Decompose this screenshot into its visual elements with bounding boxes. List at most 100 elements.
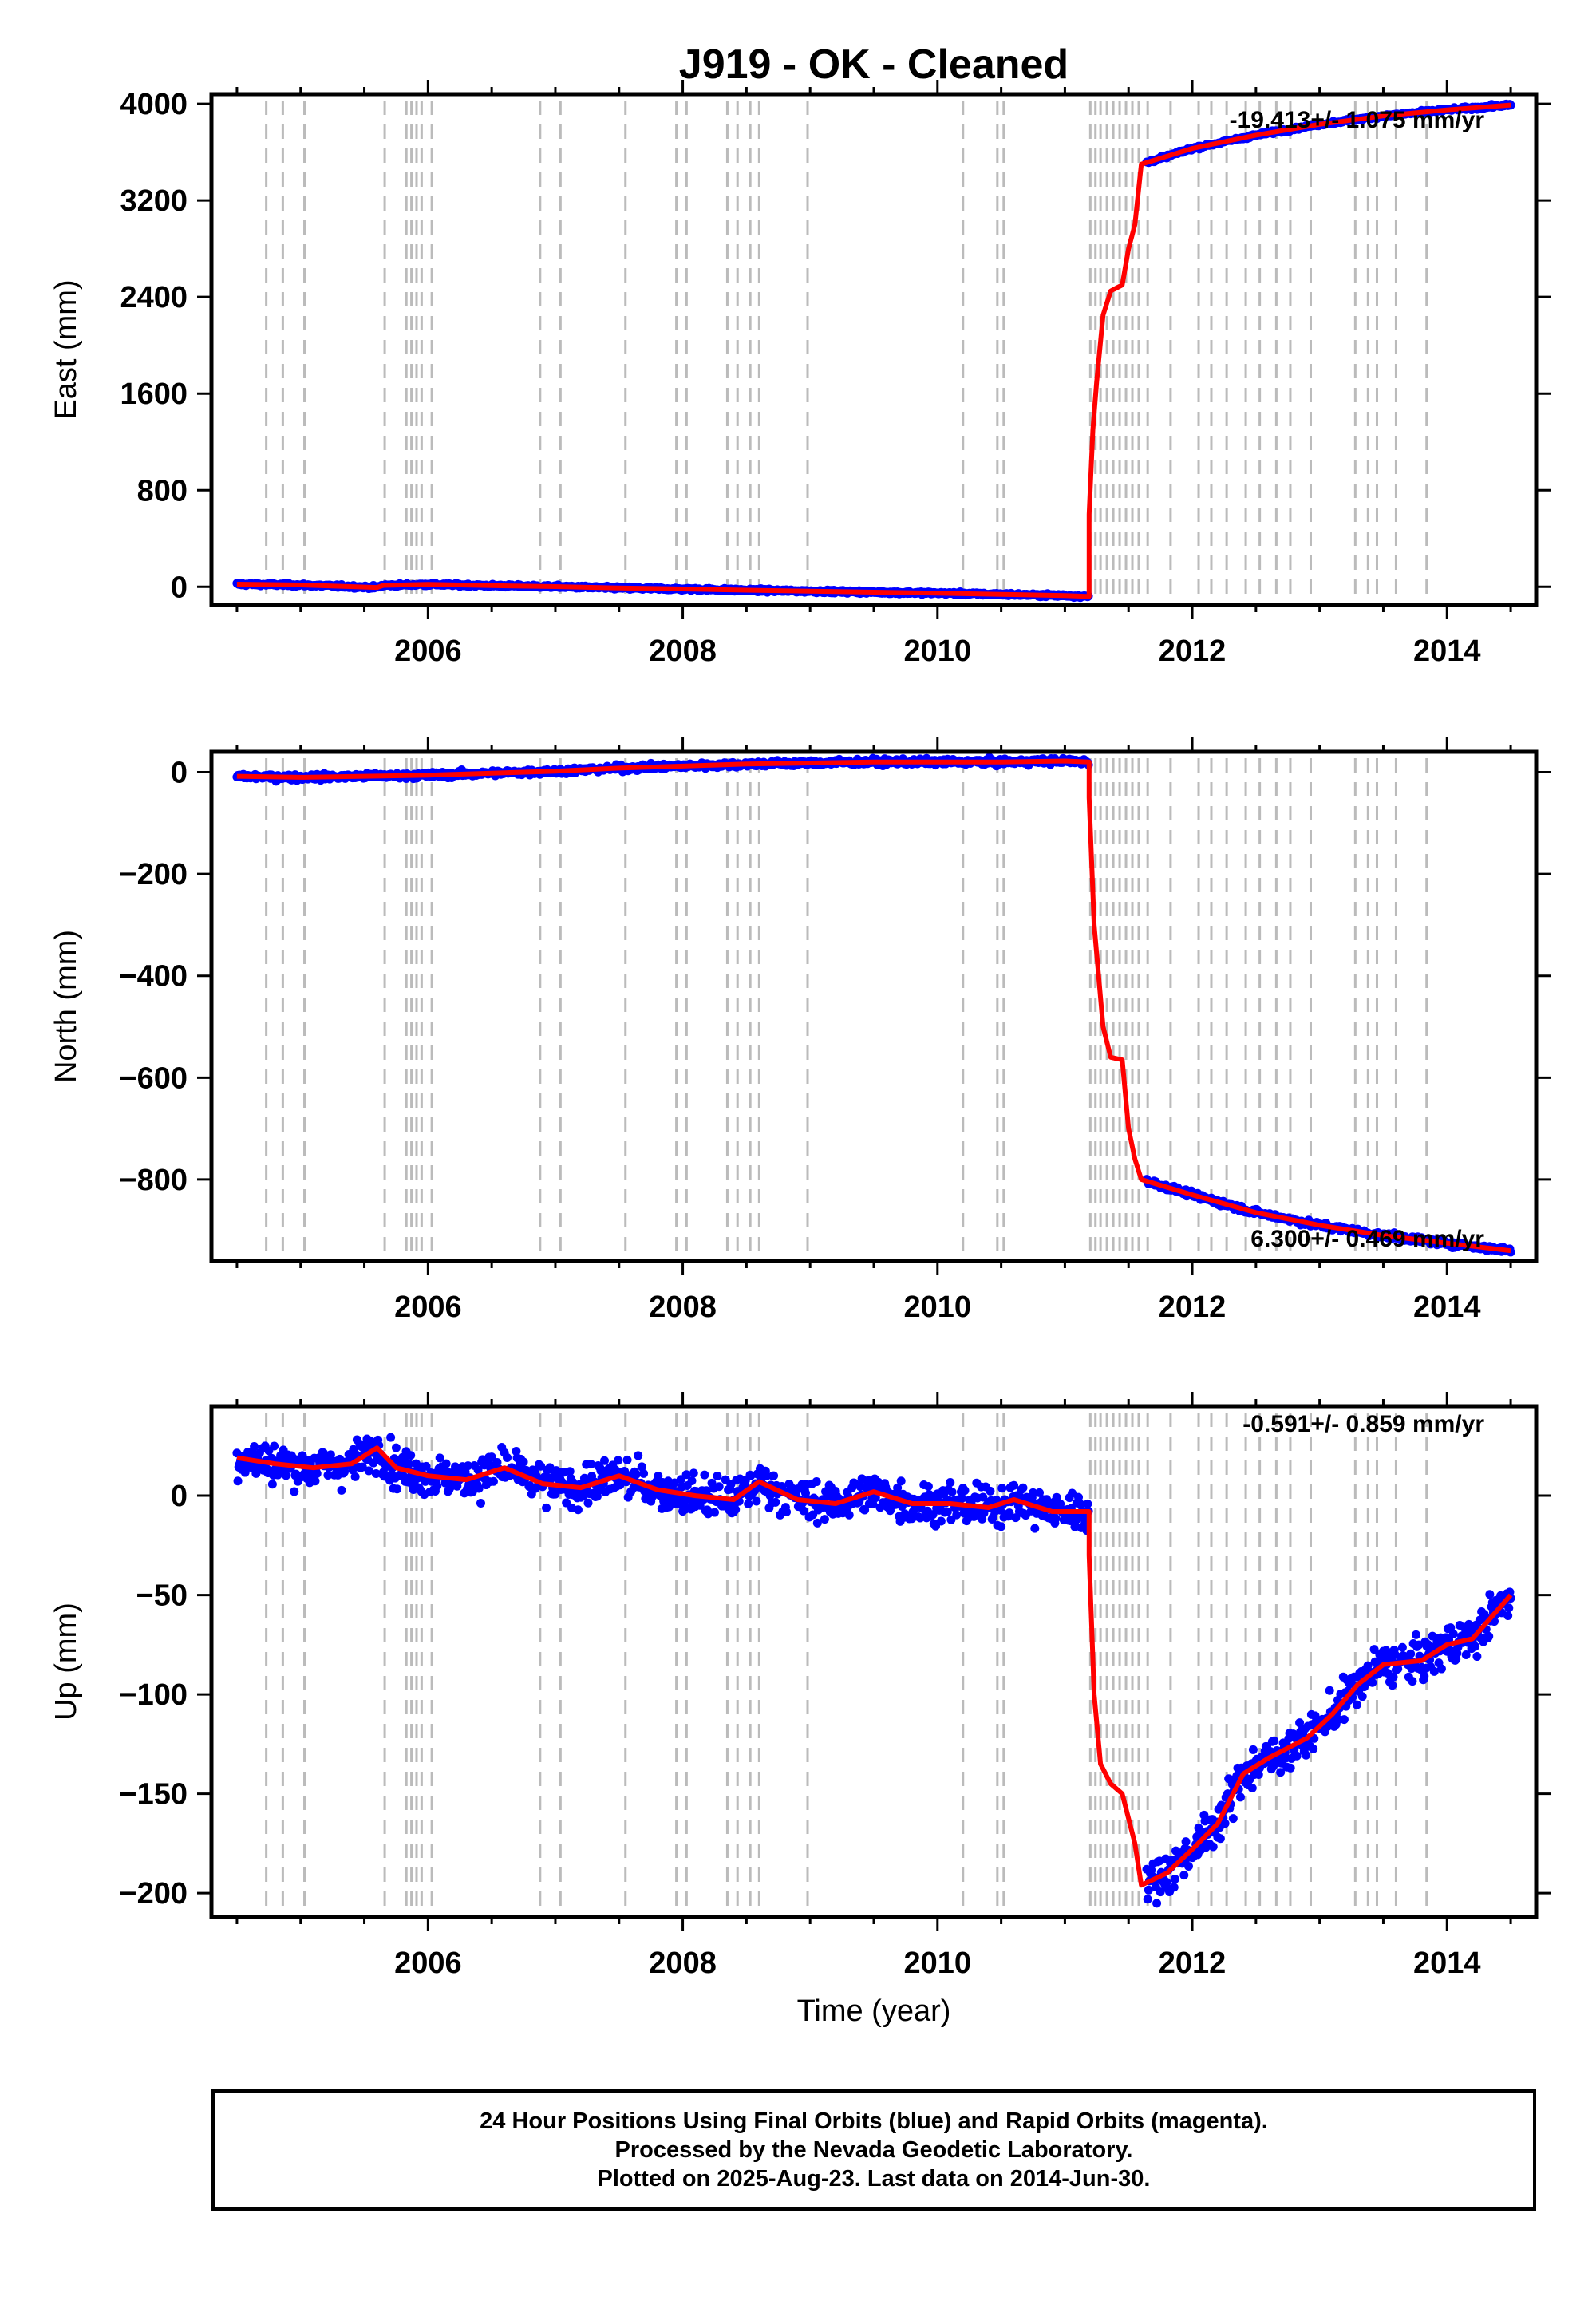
- data-point: [896, 1476, 906, 1486]
- data-point: [1485, 1590, 1495, 1599]
- data-point: [1181, 1837, 1191, 1847]
- x-tick-label: 2012: [1159, 1946, 1227, 1980]
- data-point: [573, 1505, 583, 1515]
- data-points: [232, 1433, 1515, 1908]
- data-point: [386, 1433, 396, 1442]
- data-point: [1051, 1514, 1061, 1524]
- data-point: [1018, 1483, 1028, 1492]
- data-point: [744, 1499, 753, 1508]
- chart-title: J919 - OK - Cleaned: [679, 41, 1069, 88]
- x-tick-label: 2006: [394, 1290, 462, 1324]
- data-point: [1309, 1744, 1318, 1753]
- data-point: [769, 1471, 779, 1480]
- data-point: [1471, 1642, 1480, 1651]
- data-point: [433, 1481, 442, 1491]
- data-point: [713, 1471, 722, 1480]
- data-point: [337, 1485, 346, 1495]
- data-point: [310, 1476, 320, 1486]
- data-point: [714, 1482, 724, 1492]
- rate-annotation: -19.413+/- 1.075 mm/yr: [1230, 107, 1485, 133]
- data-point: [503, 1452, 512, 1462]
- data-point: [947, 1488, 957, 1497]
- data-point: [488, 1476, 498, 1486]
- data-point: [1408, 1677, 1417, 1686]
- data-point: [1248, 1745, 1258, 1754]
- data-point: [1420, 1671, 1429, 1681]
- data-point: [1448, 1629, 1458, 1638]
- y-axis-label: East (mm): [49, 279, 83, 419]
- data-point: [771, 1497, 780, 1507]
- data-point: [1388, 1681, 1397, 1690]
- model-line: [236, 102, 1511, 599]
- y-tick-label: 0: [171, 757, 188, 790]
- data-point: [923, 1481, 933, 1491]
- data-point: [709, 1508, 719, 1517]
- data-point: [614, 1456, 623, 1465]
- x-tick-label: 2012: [1159, 1290, 1227, 1324]
- data-point: [1030, 1524, 1040, 1533]
- data-point: [312, 1468, 322, 1478]
- data-point: [998, 1484, 1007, 1493]
- data-point: [1170, 1875, 1179, 1884]
- data-point: [1009, 1480, 1019, 1490]
- caption-line-2: Processed by the Nevada Geodetic Laborat…: [614, 2137, 1133, 2163]
- data-point: [997, 1522, 1006, 1531]
- y-tick-label: −800: [119, 1164, 188, 1197]
- data-point: [634, 1451, 643, 1460]
- data-point: [1368, 1678, 1377, 1687]
- data-point: [583, 1498, 593, 1508]
- caption-line-1: 24 Hour Positions Using Final Orbits (bl…: [480, 2109, 1268, 2134]
- data-point: [267, 1480, 277, 1489]
- y-axis-label: Up (mm): [49, 1603, 83, 1721]
- model-line: [236, 1445, 1513, 1888]
- data-point: [731, 1504, 741, 1514]
- x-tick-label: 2008: [649, 1946, 717, 1980]
- y-tick-label: 1600: [120, 377, 188, 411]
- data-point: [689, 1468, 698, 1478]
- data-point: [600, 1456, 610, 1465]
- x-tick-label: 2008: [649, 634, 717, 668]
- y-tick-label: 2400: [120, 281, 188, 314]
- y-tick-label: 3200: [120, 184, 188, 218]
- x-tick-label: 2008: [649, 1290, 717, 1324]
- data-point: [441, 1459, 451, 1468]
- data-point: [290, 1487, 299, 1496]
- y-tick-label: −400: [119, 960, 188, 994]
- y-tick-label: 0: [171, 571, 188, 604]
- data-point: [844, 1510, 854, 1520]
- data-point: [1152, 1899, 1162, 1908]
- up-panel: 2006 2008 2010 2012 2014 0 −50 −100 −150 −200 Up (…: [49, 1392, 1551, 2028]
- data-point: [393, 1484, 402, 1494]
- x-tick-label: 2014: [1413, 1290, 1481, 1324]
- y-tick-label: −200: [119, 1877, 188, 1911]
- data-point: [1183, 1862, 1193, 1871]
- data-point: [391, 1443, 401, 1452]
- y-tick-label: 800: [137, 474, 188, 508]
- data-point: [936, 1516, 946, 1526]
- data-point: [1179, 1871, 1189, 1880]
- data-point: [586, 1460, 595, 1469]
- data-point: [622, 1455, 632, 1464]
- data-point: [687, 1476, 697, 1486]
- data-point: [952, 1510, 962, 1520]
- data-point: [1504, 1603, 1514, 1613]
- data-point: [1339, 1715, 1349, 1725]
- data-point: [1286, 1763, 1295, 1773]
- x-tick-label: 2006: [394, 634, 462, 668]
- data-point: [1208, 1842, 1218, 1852]
- data-point: [946, 1478, 955, 1488]
- data-point: [233, 1476, 243, 1486]
- data-point: [1143, 1895, 1152, 1904]
- data-point: [960, 1486, 970, 1496]
- model-line: [236, 758, 1511, 1254]
- data-point: [752, 1496, 761, 1506]
- data-point: [1436, 1664, 1446, 1674]
- plot-frame: [209, 749, 1539, 1263]
- data-point: [1357, 1692, 1367, 1701]
- data-point: [350, 1472, 360, 1481]
- data-point: [1406, 1649, 1416, 1658]
- y-tick-label: −600: [119, 1061, 188, 1095]
- rate-annotation: -0.591+/- 0.859 mm/yr: [1242, 1411, 1484, 1437]
- data-point: [1235, 1792, 1245, 1802]
